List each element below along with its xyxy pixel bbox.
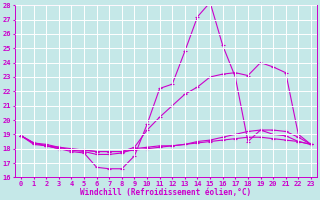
X-axis label: Windchill (Refroidissement éolien,°C): Windchill (Refroidissement éolien,°C) <box>80 188 252 197</box>
